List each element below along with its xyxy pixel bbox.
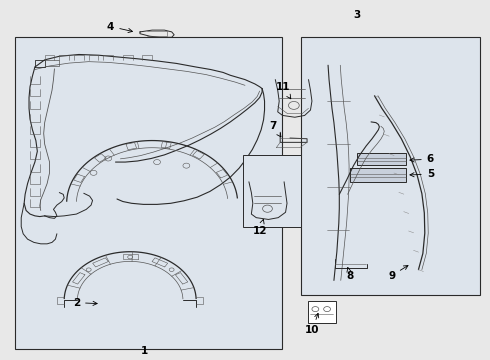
Bar bbox=[15, 37, 282, 348]
Text: 10: 10 bbox=[305, 313, 319, 335]
Text: 3: 3 bbox=[354, 10, 361, 20]
Text: 5: 5 bbox=[410, 169, 434, 179]
Text: 9: 9 bbox=[388, 266, 408, 281]
Bar bbox=[357, 153, 406, 165]
Text: 7: 7 bbox=[270, 121, 281, 137]
Text: 12: 12 bbox=[252, 219, 267, 236]
Bar bbox=[301, 37, 480, 295]
Bar bbox=[243, 155, 301, 226]
Text: 8: 8 bbox=[346, 267, 354, 281]
Text: 6: 6 bbox=[410, 154, 434, 164]
Text: 2: 2 bbox=[73, 298, 97, 308]
Text: 4: 4 bbox=[107, 22, 132, 32]
Bar bbox=[350, 168, 406, 182]
Text: 1: 1 bbox=[141, 346, 148, 356]
Text: 11: 11 bbox=[276, 82, 291, 99]
Bar bbox=[308, 301, 336, 323]
